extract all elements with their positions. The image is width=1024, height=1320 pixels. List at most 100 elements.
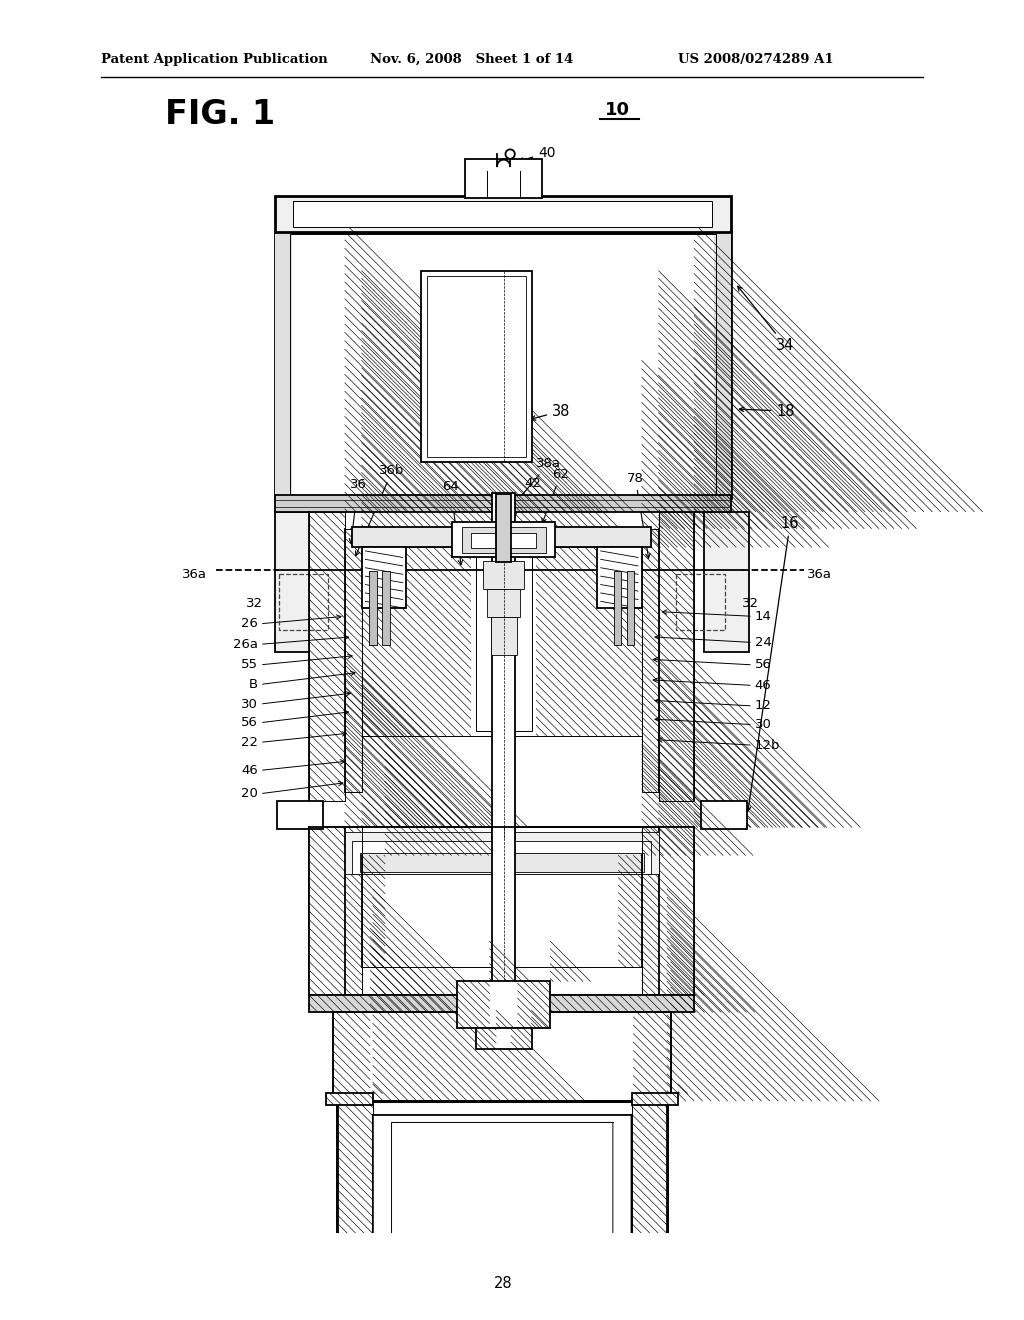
Bar: [309, 828, 694, 995]
Text: 24: 24: [755, 636, 772, 649]
Bar: [361, 548, 642, 735]
Bar: [274, 495, 730, 512]
Bar: [327, 1093, 373, 1105]
Text: 34: 34: [737, 286, 795, 354]
Bar: [337, 1101, 667, 1316]
Bar: [422, 271, 531, 462]
Text: 28: 28: [495, 1275, 513, 1291]
Text: 46: 46: [242, 764, 258, 777]
Text: 16: 16: [746, 516, 800, 810]
Bar: [453, 521, 555, 557]
Bar: [274, 197, 730, 231]
Bar: [642, 528, 658, 792]
Text: 40: 40: [519, 147, 556, 162]
Bar: [627, 570, 634, 645]
Text: FIG. 1: FIG. 1: [165, 98, 274, 131]
Text: 12: 12: [755, 700, 772, 713]
Bar: [658, 512, 694, 801]
Bar: [457, 982, 550, 1028]
Bar: [280, 574, 328, 631]
Bar: [361, 855, 642, 968]
Text: US 2008/0274289 A1: US 2008/0274289 A1: [678, 53, 834, 66]
Text: 30: 30: [241, 697, 258, 710]
Bar: [462, 527, 546, 553]
Bar: [471, 548, 537, 735]
Bar: [345, 832, 658, 874]
Bar: [290, 235, 716, 495]
Bar: [480, 170, 527, 197]
Bar: [475, 1028, 531, 1048]
Text: 10: 10: [605, 100, 631, 119]
Bar: [597, 548, 642, 609]
Bar: [274, 512, 319, 652]
Text: 36a: 36a: [807, 568, 833, 581]
Text: 32: 32: [741, 597, 759, 610]
Bar: [427, 276, 526, 457]
Bar: [676, 574, 725, 631]
Text: 22: 22: [241, 735, 258, 748]
Bar: [700, 801, 748, 829]
Circle shape: [506, 149, 515, 158]
Text: 36a: 36a: [181, 568, 207, 581]
Text: 20: 20: [241, 787, 258, 800]
Bar: [465, 158, 542, 198]
Text: Nov. 6, 2008   Sheet 1 of 14: Nov. 6, 2008 Sheet 1 of 14: [370, 53, 573, 66]
Bar: [294, 201, 712, 227]
Bar: [483, 561, 524, 589]
Text: 62: 62: [542, 469, 569, 523]
Text: 36b: 36b: [355, 465, 404, 556]
Text: 26a: 26a: [233, 638, 258, 651]
Text: 26: 26: [241, 618, 258, 630]
Bar: [493, 494, 515, 838]
Bar: [337, 1316, 667, 1320]
Bar: [276, 801, 324, 829]
Bar: [714, 231, 730, 498]
Polygon shape: [373, 1115, 632, 1320]
Text: 54: 54: [469, 1045, 485, 1057]
Text: 56: 56: [241, 717, 258, 729]
Text: 64: 64: [442, 480, 463, 565]
Bar: [369, 570, 377, 645]
Text: C: C: [513, 1045, 522, 1057]
Bar: [471, 533, 537, 548]
Bar: [632, 1093, 678, 1105]
Bar: [345, 528, 361, 792]
Bar: [705, 512, 750, 652]
Polygon shape: [391, 1122, 612, 1320]
Text: 14: 14: [755, 610, 772, 623]
Bar: [352, 527, 651, 548]
Bar: [309, 995, 694, 1012]
Bar: [496, 494, 511, 562]
Bar: [333, 1012, 671, 1101]
Text: 38a: 38a: [514, 457, 561, 506]
Bar: [359, 854, 644, 873]
Bar: [382, 570, 390, 645]
Text: 56: 56: [755, 659, 772, 672]
Text: Patent Application Publication: Patent Application Publication: [101, 53, 328, 66]
Bar: [337, 1101, 373, 1316]
Text: 18: 18: [739, 404, 795, 418]
Bar: [486, 589, 520, 618]
Bar: [309, 512, 345, 801]
Text: 36: 36: [349, 478, 367, 544]
Text: 32: 32: [246, 597, 263, 610]
Bar: [361, 548, 407, 609]
Bar: [352, 841, 651, 874]
Text: 12b: 12b: [755, 739, 780, 751]
Bar: [490, 618, 517, 655]
Text: B: B: [249, 678, 258, 690]
Text: 78: 78: [627, 471, 650, 558]
Text: 55: 55: [241, 659, 258, 672]
Bar: [274, 231, 730, 498]
Bar: [493, 828, 515, 1001]
Text: 30: 30: [755, 718, 772, 731]
Bar: [613, 570, 622, 645]
Text: 42: 42: [509, 478, 541, 525]
Text: 46: 46: [755, 678, 771, 692]
Text: 38: 38: [531, 404, 570, 420]
Bar: [274, 231, 292, 498]
Bar: [475, 552, 531, 731]
Bar: [309, 828, 345, 995]
Bar: [658, 828, 694, 995]
Bar: [632, 1101, 667, 1316]
